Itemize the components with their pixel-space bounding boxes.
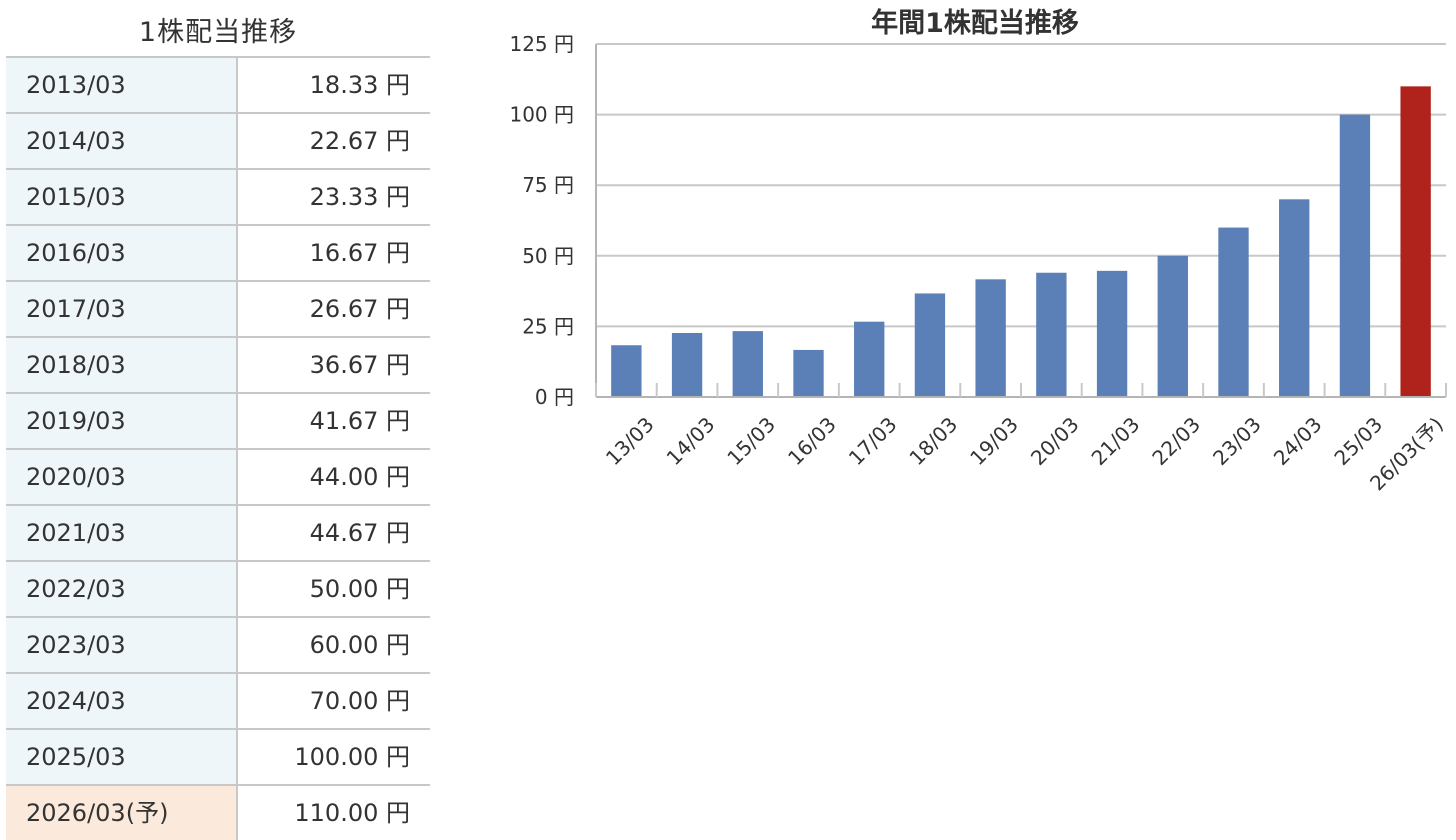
fiscal-year-cell: 2026/03(予) xyxy=(6,786,238,840)
table-row: 2013/03 18.33 円 xyxy=(6,58,430,114)
fiscal-year-cell: 2017/03 xyxy=(6,282,238,336)
table-row: 2023/03 60.00 円 xyxy=(6,618,430,674)
dividend-table-panel: 1株配当推移 2013/03 18.33 円 2014/03 22.67 円 2015/… xyxy=(6,10,430,840)
dividend-table: 2013/03 18.33 円 2014/03 22.67 円 2015/03 23.33… xyxy=(6,56,430,840)
fiscal-year-cell: 2013/03 xyxy=(6,58,238,112)
dividend-bar xyxy=(854,321,885,397)
fiscal-year-cell: 2025/03 xyxy=(6,730,238,784)
dividend-amount-cell: 70.00 円 xyxy=(309,687,410,715)
dividend-amount-cell: 16.67 円 xyxy=(309,239,410,267)
x-tick-labels: 13/03 14/03 15/03 16/03 17/03 18/03 19/03 20/03… xyxy=(601,412,1448,495)
table-row: 2021/03 44.67 円 xyxy=(6,506,430,562)
table-row: 2024/03 70.00 円 xyxy=(6,674,430,730)
table-row: 2016/03 16.67 円 xyxy=(6,226,430,282)
x-tick-label: 23/03 xyxy=(1208,412,1266,470)
dividend-amount-cell: 41.67 円 xyxy=(309,407,410,435)
dividend-bar xyxy=(1096,270,1128,397)
dividend-bar xyxy=(1157,255,1188,397)
table-title: 1株配当推移 xyxy=(138,17,298,48)
table-row: 2026/03(予) 110.00 円 xyxy=(6,786,430,840)
dividend-bar xyxy=(793,349,824,397)
dividend-bar xyxy=(671,332,703,397)
y-tick-label: 50 円 xyxy=(522,244,574,268)
dividend-amount-cell: 60.00 円 xyxy=(309,631,410,659)
dividend-bar xyxy=(1036,272,1067,397)
x-tick-label: 25/03 xyxy=(1329,412,1387,470)
x-tick-label: 16/03 xyxy=(783,412,841,470)
x-tick-label: 20/03 xyxy=(1026,412,1084,470)
dividend-amount-cell: 110.00 円 xyxy=(294,799,410,827)
fiscal-year-cell: 2014/03 xyxy=(6,114,238,168)
x-tick-label: 17/03 xyxy=(844,412,902,470)
dividend-bar xyxy=(611,345,642,397)
fiscal-year-cell: 2024/03 xyxy=(6,674,238,728)
table-row: 2017/03 26.67 円 xyxy=(6,282,430,338)
axis-layer xyxy=(595,44,1447,398)
y-tick-labels: 0 円 25 円 50 円 75 円 100 円 125 円 xyxy=(509,32,574,409)
dividend-amount-cell: 36.67 円 xyxy=(309,351,410,379)
fiscal-year-cell: 2019/03 xyxy=(6,394,238,448)
dividend-amount-cell: 23.33 円 xyxy=(309,183,410,211)
y-tick-label: 0 円 xyxy=(535,385,574,409)
table-row: 2025/03 100.00 円 xyxy=(6,730,430,786)
dividend-amount-cell: 22.67 円 xyxy=(309,127,410,155)
table-row: 2018/03 36.67 円 xyxy=(6,338,430,394)
dividend-amount-cell: 44.00 円 xyxy=(309,463,410,491)
fiscal-year-cell: 2016/03 xyxy=(6,226,238,280)
dividend-amount-cell: 18.33 円 xyxy=(309,71,410,99)
x-tick-label: 24/03 xyxy=(1269,412,1327,470)
dividend-bar xyxy=(1279,199,1310,397)
table-row: 2022/03 50.00 円 xyxy=(6,562,430,618)
fiscal-year-cell: 2021/03 xyxy=(6,506,238,560)
forecast-dividend-bar xyxy=(1400,86,1431,398)
y-tick-label: 25 円 xyxy=(522,314,574,338)
dividend-chart-panel: 年間1株配当推移 0 円 25 円 50 円 75 円 100 円 125 円 13/03… xyxy=(440,0,1456,520)
y-tick-label: 75 円 xyxy=(522,173,574,197)
x-tick-label: 19/03 xyxy=(965,412,1023,470)
table-row: 2020/03 44.00 円 xyxy=(6,450,430,506)
x-tick-label: 15/03 xyxy=(722,412,780,470)
fiscal-year-cell: 2020/03 xyxy=(6,450,238,504)
dividend-bar-chart: 年間1株配当推移 0 円 25 円 50 円 75 円 100 円 125 円 13/03… xyxy=(509,7,1448,495)
fiscal-year-cell: 2018/03 xyxy=(6,338,238,392)
dividend-amount-cell: 100.00 円 xyxy=(294,743,410,771)
table-row: 2014/03 22.67 円 xyxy=(6,114,430,170)
dividend-amount-cell: 50.00 円 xyxy=(309,575,410,603)
x-tick-label: 14/03 xyxy=(662,412,720,470)
fiscal-year-cell: 2022/03 xyxy=(6,562,238,616)
bars-layer xyxy=(611,86,1431,398)
dividend-amount-cell: 44.67 円 xyxy=(309,519,410,547)
x-tick-label: 21/03 xyxy=(1087,412,1145,470)
x-tick-label: 18/03 xyxy=(904,412,962,470)
table-row: 2019/03 41.67 円 xyxy=(6,394,430,450)
dividend-amount-cell: 26.67 円 xyxy=(309,295,410,323)
grid-layer xyxy=(596,43,1446,328)
fiscal-year-cell: 2015/03 xyxy=(6,170,238,224)
dividend-bar xyxy=(1218,227,1249,397)
dividend-bar xyxy=(732,331,763,397)
dividend-bar xyxy=(1339,114,1371,397)
x-tick-label: 22/03 xyxy=(1147,412,1205,470)
fiscal-year-cell: 2023/03 xyxy=(6,618,238,672)
dividend-bar xyxy=(914,293,946,397)
y-tick-label: 100 円 xyxy=(509,103,574,127)
table-row: 2015/03 23.33 円 xyxy=(6,170,430,226)
chart-title: 年間1株配当推移 xyxy=(871,7,1079,39)
x-tick-label: 13/03 xyxy=(601,412,659,470)
y-tick-label: 125 円 xyxy=(509,32,574,56)
dividend-bar xyxy=(975,279,1006,397)
